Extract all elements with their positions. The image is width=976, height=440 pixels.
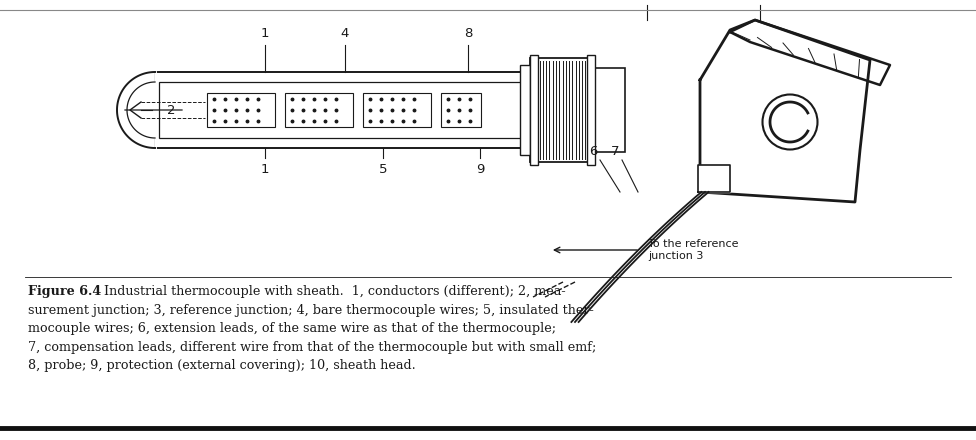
Text: Figure 6.4: Figure 6.4 — [28, 285, 102, 298]
Text: 8: 8 — [464, 27, 472, 40]
Ellipse shape — [762, 95, 818, 150]
Bar — [520, 65, 530, 155]
Text: 1: 1 — [261, 27, 269, 40]
Text: 9: 9 — [476, 163, 484, 176]
Text: To the reference: To the reference — [648, 239, 739, 249]
Text: 10: 10 — [770, 0, 786, 3]
Text: 2: 2 — [167, 103, 175, 117]
Text: 7, compensation leads, different wire from that of the thermocouple but with sma: 7, compensation leads, different wire fr… — [28, 341, 596, 353]
Text: 10: 10 — [638, 0, 656, 2]
Polygon shape — [700, 20, 870, 202]
Bar — [587, 55, 595, 165]
Text: 7: 7 — [611, 145, 619, 158]
Bar — [285, 93, 353, 127]
Text: 6: 6 — [589, 145, 597, 158]
Text: junction 3: junction 3 — [648, 251, 704, 261]
Polygon shape — [730, 20, 890, 85]
Bar — [363, 93, 431, 127]
Text: surement junction; 3, reference junction; 4, bare thermocouple wires; 5, insulat: surement junction; 3, reference junction… — [28, 304, 593, 316]
Text: Industrial thermocouple with sheath.  1, conductors (different); 2, mea-: Industrial thermocouple with sheath. 1, … — [96, 285, 566, 298]
Bar — [595, 68, 625, 152]
Text: 1: 1 — [261, 163, 269, 176]
Bar — [207, 93, 275, 127]
Bar — [155, 72, 530, 148]
Polygon shape — [698, 165, 730, 192]
Text: 8, probe; 9, protection (external covering); 10, sheath head.: 8, probe; 9, protection (external coveri… — [28, 359, 416, 372]
Bar — [441, 93, 481, 127]
Text: 5: 5 — [379, 163, 387, 176]
Text: 4: 4 — [341, 27, 349, 40]
Bar — [159, 82, 528, 138]
Bar — [530, 58, 595, 162]
Text: mocouple wires; 6, extension leads, of the same wire as that of the thermocouple: mocouple wires; 6, extension leads, of t… — [28, 322, 556, 335]
Bar — [530, 55, 538, 165]
